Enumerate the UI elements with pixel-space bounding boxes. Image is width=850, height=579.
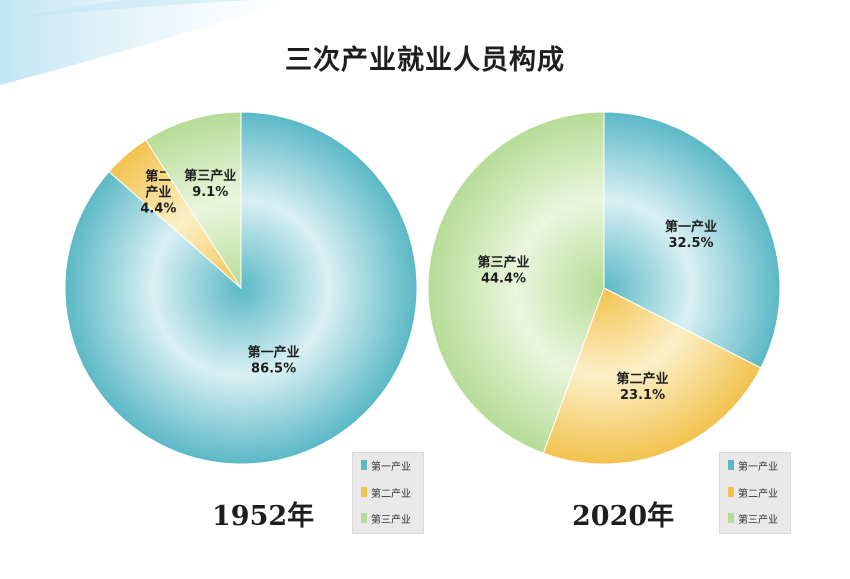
slice-name: 第一产业: [665, 219, 717, 235]
slice-value-label: 4.4%: [140, 201, 176, 216]
slice-value-label: 44.4%: [481, 272, 526, 287]
legend-swatch: [361, 513, 367, 523]
slice-value-label: 86.5%: [251, 362, 296, 377]
legend-item: 第三产业: [361, 511, 411, 526]
slice-label-primary: 第一产业 32.5%: [665, 219, 717, 251]
chart-label-1952: 1952年: [212, 501, 315, 532]
legend-label: 第一产业: [371, 461, 411, 473]
pie-1952: 第一产业 86.5%第二产业 4.4%第三产业 9.1%: [64, 111, 418, 465]
slice-name: 产业: [145, 184, 171, 200]
page-title: 三次产业就业人员构成: [285, 45, 565, 76]
slice-label-tertiary: 第三产业 44.4%: [477, 255, 529, 287]
chart-label-2020: 2020年: [572, 501, 675, 532]
slice-label-secondary: 第二产业 4.4%: [140, 168, 176, 216]
pie-slice-tertiary: [145, 111, 242, 290]
slice-label-secondary: 第二产业 23.1%: [617, 371, 669, 403]
legend-label: 第二产业: [738, 488, 778, 500]
legend-swatch: [728, 487, 734, 497]
slice-name: 第一产业: [248, 345, 300, 361]
legend-label: 第二产业: [371, 488, 411, 500]
pie-2020: 第一产业 32.5% 第二产业 23.1% 第三产业 44.4%: [427, 111, 781, 465]
legend-item: 第二产业: [728, 485, 778, 500]
legend-label: 第三产业: [371, 514, 411, 526]
slice-name: 第二产业: [617, 371, 669, 387]
pie-slice-tertiary: [427, 111, 605, 454]
legend-swatch: [361, 460, 367, 470]
slice-name: 第三产业: [477, 255, 529, 271]
legend-1952: 第一产业 第二产业 第三产业: [352, 452, 424, 534]
legend-item: 第二产业: [361, 485, 411, 500]
slice-value-label: 32.5%: [668, 236, 713, 251]
legend-swatch: [728, 460, 734, 470]
pie-slice-primary: [603, 111, 781, 369]
slice-value-label: 23.1%: [620, 388, 665, 403]
slice-name: 第三产业: [184, 168, 236, 184]
legend-label: 第一产业: [738, 461, 778, 473]
legend-swatch: [728, 513, 734, 523]
legend-item: 第一产业: [728, 458, 778, 473]
slice-value-label: 9.1%: [192, 185, 228, 200]
legend-2020: 第一产业 第二产业 第三产业: [719, 452, 791, 534]
slice-label-primary: 第一产业 86.5%: [248, 345, 300, 377]
legend-item: 第一产业: [361, 458, 411, 473]
legend-item: 第三产业: [728, 511, 778, 526]
pie-slice-secondary: [542, 287, 762, 465]
legend-label: 第三产业: [738, 514, 778, 526]
legend-swatch: [361, 487, 367, 497]
slice-name: 第二: [145, 168, 171, 184]
slice-label-tertiary: 第三产业 9.1%: [184, 168, 236, 200]
